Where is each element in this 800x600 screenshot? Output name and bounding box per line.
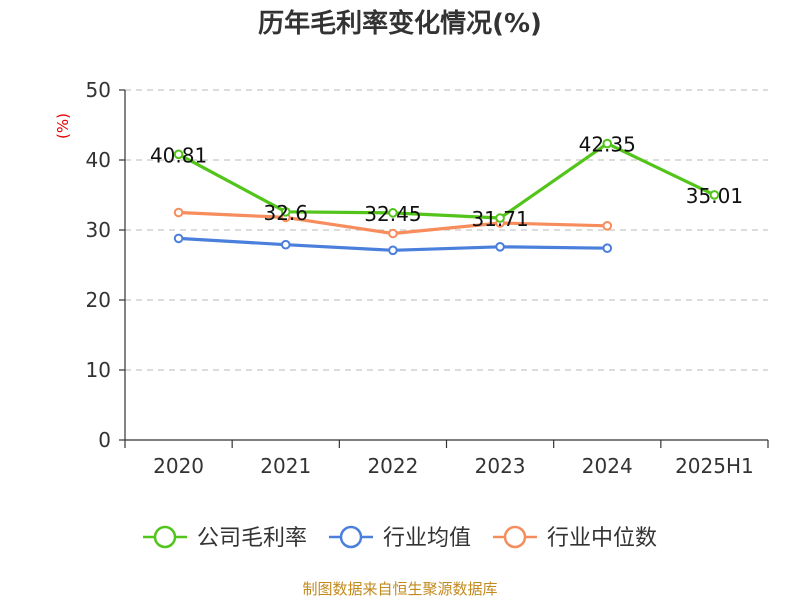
legend-marker-icon [503,525,527,549]
legend-item[interactable]: 公司毛利率 [143,525,307,551]
y-tick-label: 50 [86,78,111,102]
data-point [602,221,613,231]
x-tick-label: 2022 [367,454,418,478]
data-label: 35.01 [686,184,743,208]
x-tick-label: 2025H1 [675,454,754,478]
series-line [177,141,716,220]
y-tick-label: 10 [86,358,111,382]
data-point [173,207,184,218]
data-point [173,149,184,160]
axes: 0 10 20 30 40 50 2020 2021 2022 2023 2024 2025H1 [86,78,769,478]
data-label: 32.45 [364,202,421,226]
y-tick-label: 30 [86,218,111,242]
legend-marker-icon [339,525,363,549]
data-point [495,213,505,223]
x-tick-label: 2024 [582,454,633,478]
legend: 公司毛利率 行业均值 行业中位数 [143,525,657,551]
data-point [280,207,291,217]
gridlines [125,89,768,371]
data-label: 40.81 [150,143,207,167]
y-axis-unit-label: (%) [54,113,72,139]
source-note: 制图数据来自恒生聚源数据库 [302,580,497,598]
legend-item[interactable]: 行业中位数 [493,525,657,551]
data-label: 42.35 [579,133,636,157]
data-labels: 40.81 32.6 32.45 31.71 42.35 35.01 [150,133,743,231]
y-tick-label: 40 [86,148,111,172]
legend-item[interactable]: 行业均值 [329,525,471,551]
x-tick-label: 2021 [260,454,311,478]
data-point [173,233,184,244]
y-tick-label: 0 [98,428,111,452]
legend-label: 公司毛利率 [197,526,307,551]
data-point [602,243,613,253]
data-point [709,190,720,200]
data-point [495,242,505,252]
x-tick-label: 2020 [153,454,204,478]
series-lines [173,138,720,256]
legend-label: 行业均值 [383,526,471,551]
chart-title: 历年毛利率变化情况(%) [258,8,542,39]
data-point [388,228,398,239]
x-tick-label: 2023 [475,454,526,478]
data-label: 32.6 [263,201,308,225]
data-point [602,138,613,149]
y-tick-label: 20 [86,288,111,312]
data-label: 31.71 [471,207,528,231]
legend-marker-icon [153,525,177,549]
data-point [280,239,291,250]
data-point [388,208,398,218]
data-point [388,245,398,256]
legend-label: 行业中位数 [547,526,657,551]
